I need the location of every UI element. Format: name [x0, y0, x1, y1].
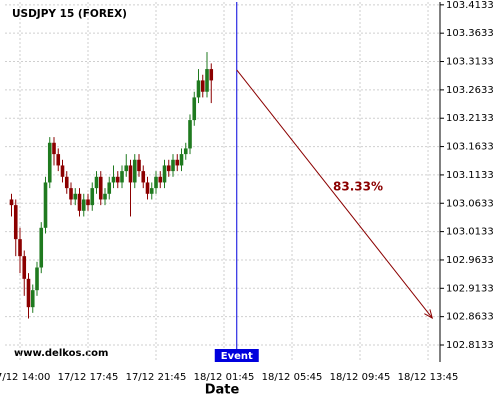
y-tick-label: 103.3633	[446, 28, 494, 39]
candle-body	[64, 176, 69, 189]
candle-body	[9, 199, 14, 206]
candle-body	[162, 165, 167, 183]
candle-body	[141, 171, 146, 183]
candle-body	[158, 176, 163, 183]
x-tick-label: 18/12 01:45	[194, 372, 255, 383]
candle-body	[183, 148, 188, 155]
candle-body	[149, 188, 154, 194]
forecast-arrow	[236, 69, 433, 319]
chart-title: USDJPY 15 (FOREX)	[12, 8, 127, 20]
candle-body	[52, 142, 56, 155]
candle-body	[209, 69, 214, 81]
candle-body	[128, 165, 133, 183]
candle-body	[94, 176, 99, 189]
y-tick-label: 103.2133	[446, 113, 494, 124]
candle-body	[145, 182, 150, 194]
y-tick-label: 102.9633	[446, 255, 494, 266]
x-tick-label: 17/12 14:00	[0, 372, 50, 383]
y-tick-label: 103.1633	[446, 142, 494, 153]
candle-body	[98, 176, 103, 200]
x-tick-label: 17/12 17:45	[58, 372, 119, 383]
candle-body	[86, 199, 90, 206]
y-tick-label: 102.9133	[446, 283, 494, 294]
candle-body	[13, 205, 18, 240]
y-tick-label: 103.0633	[446, 198, 494, 209]
arrow-head	[424, 309, 434, 320]
candle-body	[43, 182, 48, 228]
candle-body	[39, 227, 44, 268]
candle-body	[200, 80, 205, 92]
candle-body	[124, 165, 129, 172]
candle-body	[111, 176, 116, 183]
candle-body	[115, 176, 120, 183]
y-tick-label: 103.2633	[446, 85, 494, 96]
candle-body	[81, 199, 86, 211]
x-axis-title: Date	[205, 383, 240, 398]
candle-body	[188, 120, 192, 149]
candle-body	[77, 193, 82, 211]
candle-body	[192, 97, 197, 121]
candle-body	[196, 80, 201, 98]
candle-body	[47, 142, 52, 183]
candle-body	[73, 193, 78, 200]
candle-body	[154, 176, 158, 189]
candle-body	[175, 159, 180, 166]
y-tick-label: 103.0133	[446, 227, 494, 238]
candle-body	[137, 159, 141, 172]
x-tick-label: 18/12 09:45	[330, 372, 391, 383]
candle-body	[26, 278, 31, 308]
candle-body	[90, 188, 95, 206]
event-label-box	[214, 349, 259, 362]
candle-body	[56, 154, 61, 166]
candle-body	[69, 188, 73, 200]
forecast-label: 83.33%	[333, 180, 383, 194]
candle-body	[30, 290, 35, 308]
candle-body	[18, 239, 22, 257]
grid	[5, 2, 440, 362]
candle-body	[166, 165, 171, 172]
candle-body	[35, 267, 39, 291]
watermark: www.delkos.com	[14, 348, 108, 359]
y-tick-label: 103.4133	[446, 0, 494, 11]
candle-body	[171, 159, 175, 172]
candle-body	[22, 256, 27, 279]
x-tick-label: 18/12 13:45	[398, 372, 459, 383]
y-tick-label: 103.3133	[446, 57, 494, 68]
y-tick-label: 103.1133	[446, 170, 494, 181]
event-label: Event	[221, 351, 253, 362]
x-tick-label: 17/12 21:45	[126, 372, 187, 383]
y-tick-label: 102.8633	[446, 312, 494, 323]
plot: Event 83.33%	[9, 2, 434, 362]
y-tick-label: 102.8133	[446, 340, 494, 351]
x-tick-label: 18/12 05:45	[262, 372, 323, 383]
candle-body	[205, 69, 209, 92]
candle-body	[132, 159, 137, 183]
candle-body	[103, 193, 107, 200]
candle-body	[179, 154, 184, 166]
candle-body	[120, 171, 124, 183]
candle-body	[60, 165, 65, 177]
candle-body	[107, 182, 112, 194]
